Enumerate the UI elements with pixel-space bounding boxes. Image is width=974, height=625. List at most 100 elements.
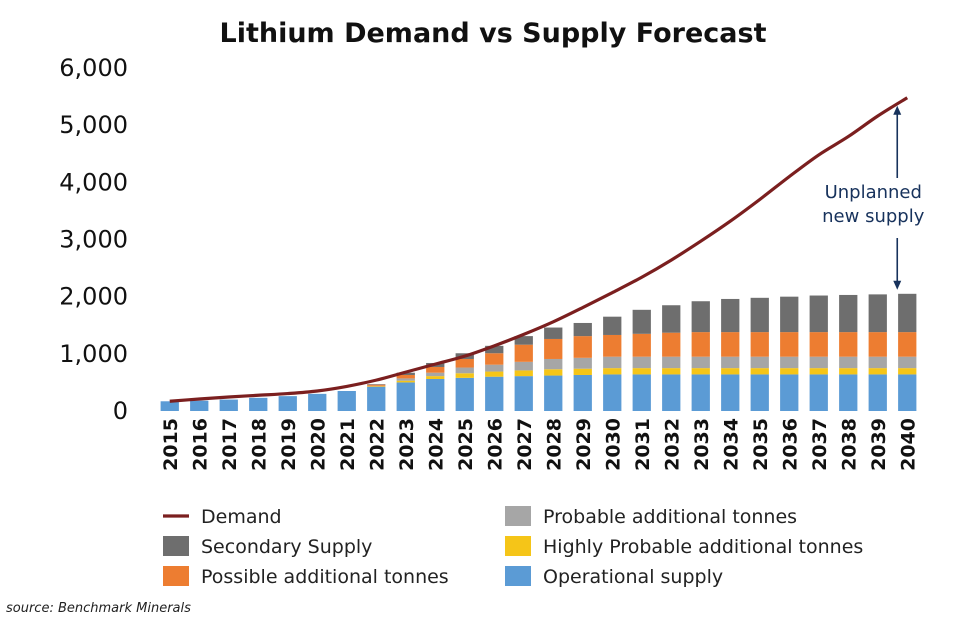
bar-stack-2018 [249,397,268,411]
y-tick-label: 0 [113,397,128,425]
x-tick-label-2017: 2017 [219,418,241,471]
legend-label-probable-additional-tonnes: Probable additional tonnes [543,506,797,528]
bar-stack-2036 [780,296,799,411]
x-tick-label-2026: 2026 [484,418,506,471]
bar-operational-supply-2026 [485,376,504,411]
x-tick-label-2024: 2024 [425,418,447,471]
bar-secondary-supply-2040 [898,293,917,333]
x-tick-label-2037: 2037 [809,418,831,471]
x-tick-label-2031: 2031 [632,418,654,471]
bar-operational-supply-2020 [308,393,327,411]
bar-secondary-supply-2039 [868,294,887,333]
legend-label-demand: Demand [201,506,282,528]
bar-probable-additional-tonnes-2023 [396,378,415,381]
bar-possible-additional-tonnes-2035 [750,332,769,357]
bar-highly-probable-additional-tonnes-2034 [721,368,740,375]
bar-secondary-supply-2028 [544,327,563,339]
bar-possible-additional-tonnes-2034 [721,332,740,357]
bar-probable-additional-tonnes-2038 [839,356,858,369]
bar-operational-supply-2039 [868,374,887,411]
bar-operational-supply-2023 [396,382,415,411]
x-tick-label-2036: 2036 [779,418,801,471]
legend-item-demand: Demand [163,506,282,528]
bar-stack-2017 [219,399,238,411]
bar-probable-additional-tonnes-2029 [573,357,592,369]
y-tick-label: 6,000 [59,54,128,82]
bar-possible-additional-tonnes-2031 [632,333,651,357]
bar-operational-supply-2037 [809,374,828,411]
bar-operational-supply-2035 [750,374,769,411]
bar-highly-probable-additional-tonnes-2029 [573,368,592,375]
source-note: source: Benchmark Minerals [6,601,191,616]
annotation-arrowhead-up [893,105,902,115]
bar-possible-additional-tonnes-2024 [426,366,445,373]
bar-stack-2033 [691,301,710,411]
bar-stack-2037 [809,295,828,411]
legend-label-operational-supply: Operational supply [543,566,723,588]
legend-swatch-probable-additional-tonnes [505,506,531,526]
bar-probable-additional-tonnes-2025 [455,367,474,374]
x-tick-label-2035: 2035 [750,418,772,471]
bar-highly-probable-additional-tonnes-2027 [514,370,533,377]
bar-stack-2038 [839,294,858,411]
bar-possible-additional-tonnes-2036 [780,332,799,357]
bar-stacks [160,293,917,411]
bar-possible-additional-tonnes-2032 [662,332,681,357]
bar-stack-2031 [632,309,651,411]
bar-operational-supply-2040 [898,374,917,411]
bar-stack-2023 [396,372,415,411]
bar-probable-additional-tonnes-2022 [367,385,386,387]
bar-stack-2024 [426,362,445,411]
bar-operational-supply-2030 [603,374,622,411]
annotation: Unplanned new supply [822,105,925,290]
bar-probable-additional-tonnes-2024 [426,372,445,377]
bar-operational-supply-2025 [455,377,474,411]
annotation-arrowhead-down [893,280,902,290]
bar-secondary-supply-2031 [632,309,651,334]
x-tick-label-2028: 2028 [543,418,565,471]
bar-operational-supply-2034 [721,374,740,411]
x-tick-label-2025: 2025 [455,418,477,471]
bar-operational-supply-2032 [662,374,681,411]
bar-probable-additional-tonnes-2034 [721,356,740,369]
bar-secondary-supply-2033 [691,301,710,333]
bar-operational-supply-2031 [632,374,651,411]
bar-highly-probable-additional-tonnes-2035 [750,368,769,375]
bar-stack-2034 [721,298,740,411]
bar-possible-additional-tonnes-2030 [603,334,622,357]
y-tick-label: 3,000 [59,226,128,254]
bar-highly-probable-additional-tonnes-2022 [367,386,386,387]
x-tick-label-2034: 2034 [720,418,742,471]
bar-operational-supply-2018 [249,397,268,411]
y-tick-label: 5,000 [59,111,128,139]
x-tick-label-2032: 2032 [661,418,683,471]
bar-possible-additional-tonnes-2029 [573,336,592,358]
annotation-text-line-1: Unplanned [825,182,922,203]
bar-probable-additional-tonnes-2040 [898,356,917,369]
bar-possible-additional-tonnes-2025 [455,358,474,368]
legend-swatch-highly-probable-additional-tonnes [505,536,531,556]
x-tick-label-2019: 2019 [278,418,300,471]
bar-stack-2040 [898,293,917,411]
bar-secondary-supply-2023 [396,372,415,375]
bar-secondary-supply-2029 [573,322,592,337]
legend-item-highly-probable-additional-tonnes: Highly Probable additional tonnes [505,536,863,558]
legend-label-secondary-supply: Secondary Supply [201,536,372,558]
bar-stack-2027 [514,336,533,411]
bar-possible-additional-tonnes-2026 [485,353,504,365]
bar-operational-supply-2027 [514,376,533,411]
x-tick-label-2018: 2018 [248,418,270,471]
bar-operational-supply-2021 [337,390,356,411]
bar-highly-probable-additional-tonnes-2038 [839,368,858,375]
bar-probable-additional-tonnes-2035 [750,356,769,369]
bar-operational-supply-2015 [160,401,179,411]
bar-possible-additional-tonnes-2022 [367,384,386,386]
y-axis: 0 1,000 2,000 3,000 4,000 5,000 6,000 [59,54,128,425]
bar-highly-probable-additional-tonnes-2024 [426,376,445,379]
bar-operational-supply-2024 [426,378,445,411]
bar-stack-2032 [662,305,681,411]
bar-highly-probable-additional-tonnes-2023 [396,380,415,383]
legend-swatch-possible-additional-tonnes [163,566,189,586]
x-tick-label-2016: 2016 [189,418,211,471]
x-tick-label-2027: 2027 [514,418,536,471]
